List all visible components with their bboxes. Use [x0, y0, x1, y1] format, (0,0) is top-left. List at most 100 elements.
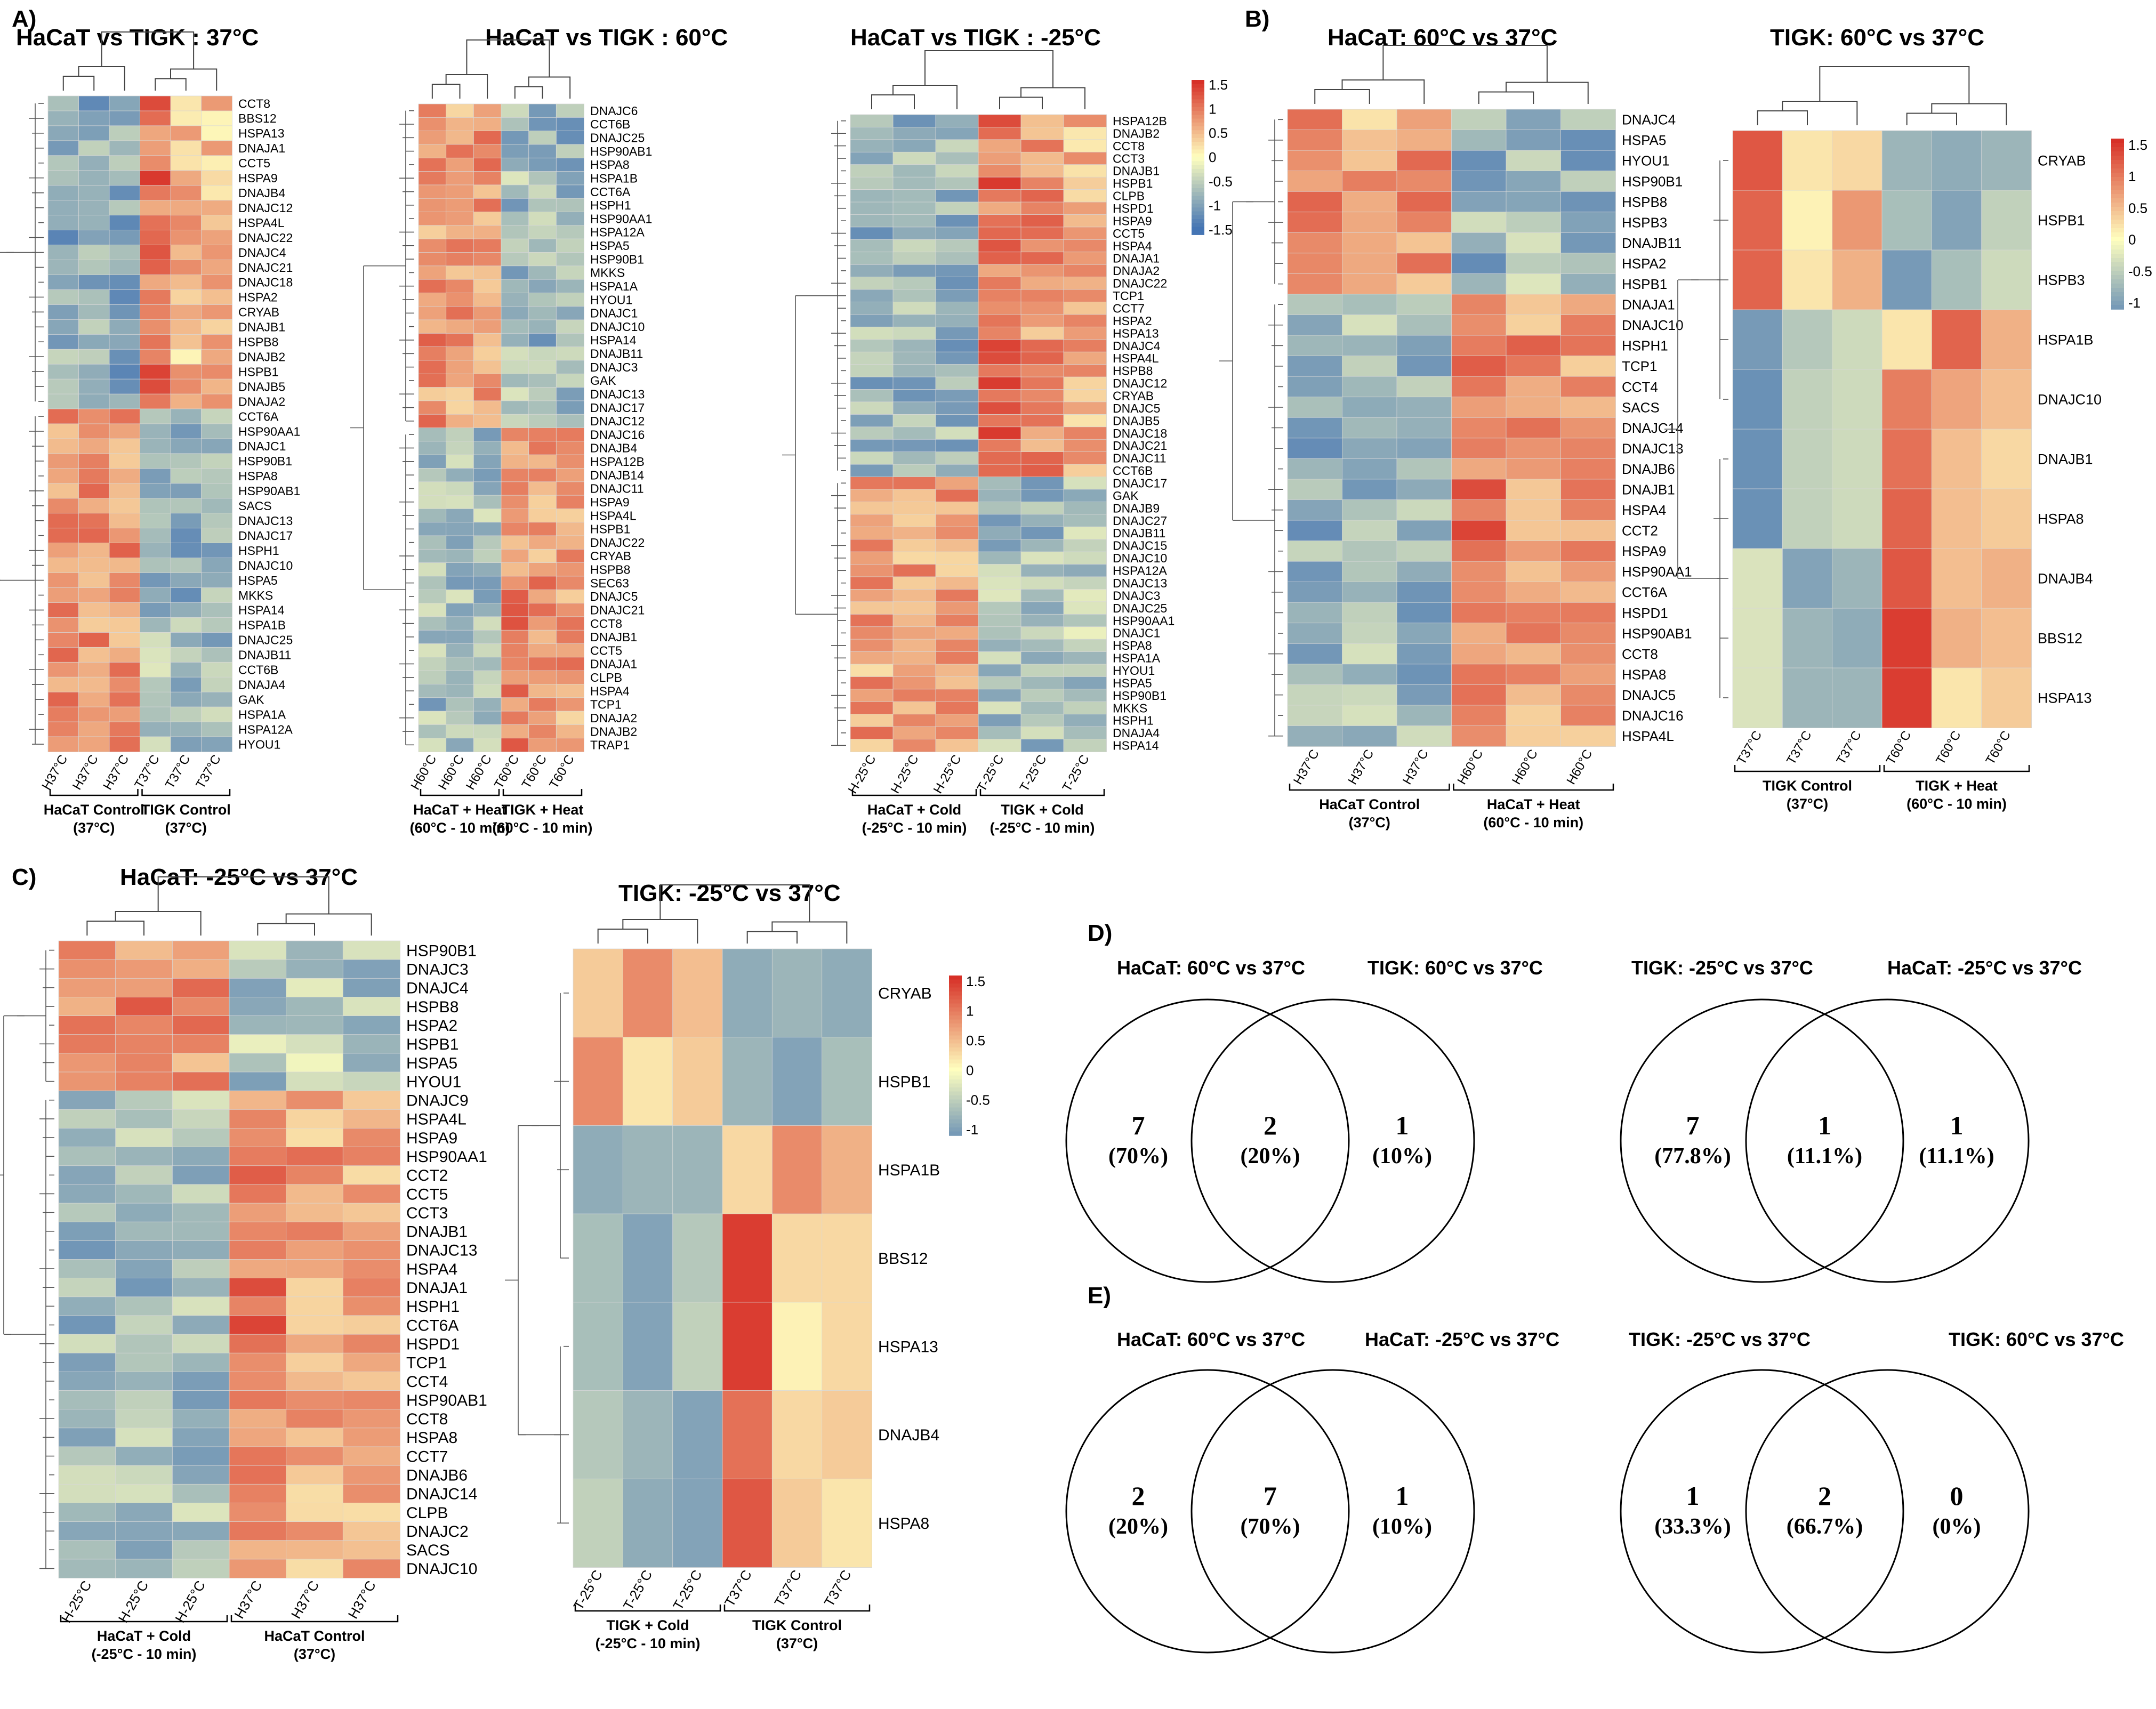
legend-swatch: [949, 976, 962, 980]
heatmap-cell: [935, 651, 979, 665]
gene-label: HSPB8: [1113, 364, 1153, 378]
heatmap-cell: [1396, 705, 1452, 727]
dendrogram-branch: [1931, 103, 2007, 125]
heatmap-cell: [1063, 277, 1107, 290]
heatmap-cell: [1342, 130, 1397, 151]
heatmap-cell: [1287, 397, 1343, 418]
heatmap-cell: [501, 576, 529, 591]
heatmap-cell: [115, 1053, 173, 1073]
heatmap-cell: [771, 1037, 823, 1126]
heatmap-cell: [140, 289, 171, 305]
heatmap-cell: [1451, 171, 1507, 192]
heatmap-cell: [109, 662, 141, 678]
heatmap-cell: [47, 543, 79, 559]
heatmap-cell: [935, 539, 979, 553]
heatmap-cell: [528, 738, 557, 752]
heatmap-cell: [501, 481, 529, 496]
gene-label: DNAJC22: [238, 231, 293, 245]
heatmap-cell: [229, 1352, 287, 1373]
heatmap-cell: [1287, 376, 1343, 398]
heatmap-cell: [501, 171, 529, 186]
heatmap-cell: [418, 522, 447, 537]
gene-label: DNAJC21: [1113, 439, 1167, 453]
heatmap-cell: [528, 535, 557, 550]
legend-swatch: [2111, 203, 2124, 207]
heatmap-cell: [170, 185, 202, 201]
row-dendrogram: [0, 103, 44, 745]
legend-swatch: [2111, 220, 2124, 224]
heatmap-cell: [172, 1053, 230, 1073]
heatmap-cell: [850, 164, 894, 178]
heatmap-title: HaCaT vs TIGK : 37°C: [16, 25, 259, 51]
gene-label: HYOU1: [238, 737, 280, 751]
heatmap-cell: [573, 1125, 624, 1215]
heatmap-cell: [501, 428, 529, 442]
heatmap-cell: [1560, 253, 1616, 275]
heatmap-cell: [978, 314, 1021, 328]
heatmap-cell: [1506, 253, 1562, 275]
heatmap-cell: [1396, 541, 1452, 562]
heatmap-cell: [47, 95, 79, 112]
heatmap-cell: [473, 738, 502, 752]
heatmap-cell: [556, 373, 585, 388]
heatmap-cell: [342, 1015, 400, 1035]
gene-label: HSP90AB1: [406, 1392, 487, 1409]
legend-swatch: [949, 1043, 962, 1048]
heatmap-cell: [1881, 249, 1933, 310]
heatmap-cell: [446, 293, 474, 307]
heatmap-cell: [1396, 417, 1452, 439]
heatmap-cell: [1396, 458, 1452, 480]
column-label: H60°C: [463, 753, 495, 793]
gene-label: DNAJB4: [878, 1426, 939, 1444]
heatmap-cell: [1782, 667, 1833, 728]
gene-label: HSPA8: [2038, 511, 2084, 527]
heatmap-cell: [978, 201, 1021, 215]
gene-label: DNAJC22: [1113, 277, 1167, 291]
heatmap-cell: [1451, 458, 1507, 480]
legend-swatch: [2111, 190, 2124, 195]
heatmap-cell: [473, 333, 502, 348]
heatmap-cell: [978, 426, 1021, 440]
heatmap-cell: [1981, 309, 2032, 370]
gene-label: CLPB: [590, 671, 622, 684]
heatmap-cell: [109, 543, 141, 559]
heatmap-cell: [892, 714, 936, 728]
heatmap-cell: [935, 351, 979, 365]
heatmap-cell: [556, 293, 585, 307]
heatmap-cell: [418, 616, 447, 631]
heatmap-cell: [1732, 488, 1783, 549]
heatmap-cell: [892, 639, 936, 652]
heatmap-cell: [892, 139, 936, 153]
heatmap-cell: [115, 1240, 173, 1260]
heatmap-cell: [1063, 414, 1107, 428]
heatmap-cell: [1560, 602, 1616, 624]
heatmap-cell: [1063, 626, 1107, 640]
heatmap-cell: [109, 423, 141, 440]
heatmap-cell: [47, 662, 79, 678]
group-label: TIGK + Cold: [1001, 802, 1083, 818]
heatmap-cell: [850, 539, 894, 553]
heatmap-cell: [1732, 667, 1783, 728]
heatmap-cell: [109, 319, 141, 335]
panel-label-c: C): [12, 864, 36, 890]
heatmap-cell: [672, 1478, 723, 1568]
heatmap-cell: [935, 676, 979, 690]
heatmap-cell: [978, 176, 1021, 190]
legend-swatch: [949, 1119, 962, 1124]
heatmap-cell: [1396, 602, 1452, 624]
legend-swatch: [2111, 305, 2124, 310]
heatmap-cell: [109, 632, 141, 648]
heatmap-cell: [140, 185, 171, 201]
heatmap-cell: [1342, 315, 1397, 336]
gene-label: DNAJB4: [2038, 571, 2093, 587]
group-label: HaCaT Control: [44, 802, 144, 818]
dendrogram-branch: [1478, 91, 1534, 104]
heatmap-cell: [528, 549, 557, 563]
heatmap-cell: [935, 401, 979, 415]
heatmap-cell: [1506, 623, 1562, 644]
heatmap-cell: [978, 264, 1021, 278]
heatmap-cell: [1020, 689, 1064, 703]
gene-label: DNAJC25: [590, 131, 645, 145]
heatmap-cell: [170, 468, 202, 484]
heatmap-cell: [528, 238, 557, 253]
